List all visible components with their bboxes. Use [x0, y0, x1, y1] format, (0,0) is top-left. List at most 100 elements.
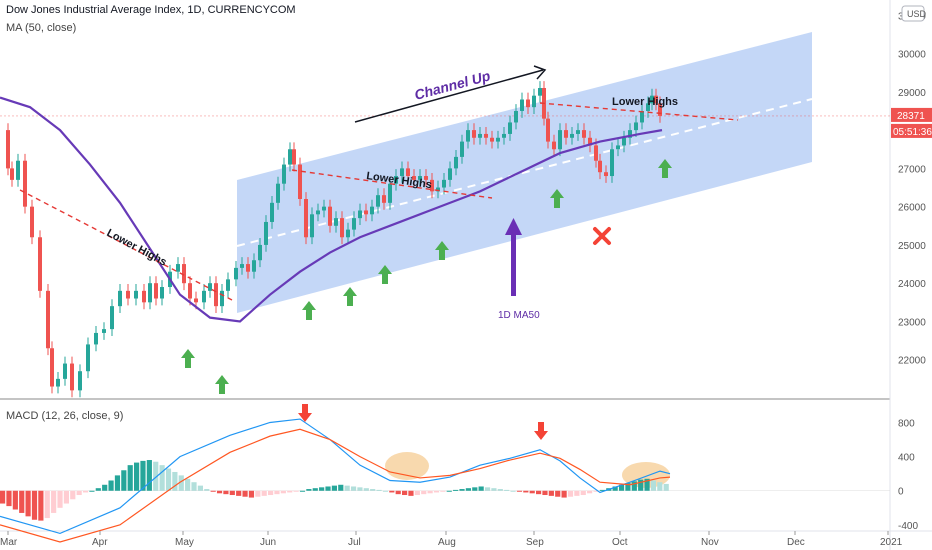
- macd-bar: [465, 488, 471, 491]
- red-x-stroke: [593, 227, 611, 245]
- macd-bar: [484, 487, 491, 491]
- macd-bar: [242, 490, 248, 497]
- macd-bar: [248, 490, 255, 498]
- macd-bar: [51, 490, 57, 513]
- macd-bar: [612, 486, 618, 491]
- time-tick-label: Nov: [701, 537, 719, 548]
- candle-body: [564, 130, 568, 138]
- candle-body: [78, 371, 82, 391]
- macd-bar: [299, 490, 306, 492]
- macd-bar: [280, 490, 286, 494]
- channel-midline: [236, 98, 813, 247]
- macd-bar: [44, 490, 50, 519]
- ma50-arrow: [505, 218, 522, 296]
- candle-body: [646, 103, 650, 111]
- candle-body: [448, 168, 452, 180]
- macd-tick-label: 0: [898, 487, 904, 498]
- candle-body: [340, 218, 344, 238]
- macd-bar: [593, 490, 599, 492]
- candle-body: [56, 378, 60, 387]
- macd-bar: [274, 490, 280, 495]
- currency-badge: [901, 5, 925, 22]
- macd-bar: [638, 479, 644, 491]
- macd-bar: [631, 481, 637, 491]
- candle-body: [538, 88, 542, 96]
- macd-bar: [402, 490, 408, 496]
- macd-bar: [542, 490, 548, 496]
- lower-highs-label: Lower Highs: [612, 96, 678, 108]
- red-x-mark: [593, 227, 611, 245]
- macd-line: [0, 418, 671, 535]
- macd-bar: [191, 482, 197, 491]
- macd-bar: [236, 490, 242, 496]
- macd-tick-label: 800: [898, 418, 915, 429]
- candle-body: [23, 160, 27, 207]
- macd-bar: [580, 490, 586, 496]
- macd-bar: [370, 489, 376, 491]
- candle-body: [252, 260, 256, 272]
- candle-body: [570, 133, 574, 138]
- candle-body: [582, 130, 586, 138]
- macd-bar: [306, 489, 312, 491]
- candle-body: [38, 237, 42, 291]
- macd-bar: [89, 490, 95, 492]
- macd-bar: [57, 490, 63, 508]
- candle-body: [454, 156, 458, 169]
- macd-bar: [140, 460, 146, 491]
- macd-bar: [357, 487, 363, 491]
- candle-body: [496, 137, 500, 142]
- macd-bar: [446, 490, 452, 492]
- candle-body: [460, 141, 464, 157]
- candle-body: [298, 164, 302, 199]
- macd-bar: [548, 490, 554, 496]
- candle-body: [650, 95, 654, 104]
- macd-tick-label: -400: [898, 521, 918, 532]
- macd-bar: [82, 490, 89, 493]
- candle-body: [526, 99, 530, 108]
- macd-bar: [76, 490, 82, 496]
- red-down-arrow: [534, 422, 548, 440]
- price-tick-label: 30000: [898, 50, 926, 61]
- candle-body: [598, 160, 602, 173]
- candle-body: [50, 348, 54, 387]
- time-tick-label: Sep: [526, 537, 544, 548]
- macd-bar: [229, 490, 235, 496]
- candle-body: [322, 206, 326, 211]
- candle-body: [16, 160, 20, 180]
- signal-line: [0, 428, 671, 543]
- candle-body: [6, 130, 10, 169]
- candle-body: [352, 218, 356, 230]
- channel-up-label: Channel Up: [413, 67, 493, 103]
- currency-label: USD: [907, 9, 927, 19]
- candle-body: [436, 187, 440, 192]
- macd-bar: [491, 488, 497, 491]
- macd-bar: [12, 490, 18, 510]
- macd-bar: [287, 490, 293, 493]
- red-down-arrow: [298, 404, 312, 422]
- time-tick-label: 2021: [880, 537, 903, 548]
- macd-bar: [159, 465, 165, 491]
- macd-bar: [185, 478, 191, 491]
- green-up-arrow: [215, 375, 229, 394]
- green-up-arrow: [435, 241, 449, 260]
- green-up-arrow: [302, 301, 316, 320]
- price-tag-value: 28371: [897, 111, 925, 122]
- macd-bar: [0, 490, 6, 504]
- candle-body: [264, 221, 268, 245]
- macd-bar: [178, 475, 184, 491]
- macd-legend: MACD (12, 26, close, 9): [6, 410, 124, 422]
- candle-body: [234, 267, 238, 280]
- macd-bar: [459, 489, 465, 491]
- candle-body: [594, 145, 598, 161]
- macd-bar: [433, 490, 440, 493]
- macd-bar: [497, 489, 503, 491]
- macd-bar: [102, 484, 108, 491]
- green-up-arrow: [343, 287, 357, 306]
- candle-body: [658, 103, 662, 116]
- lower-highs-label: Lower Highs: [105, 227, 169, 269]
- candle-body: [10, 168, 14, 180]
- candle-body: [310, 214, 314, 238]
- candle-body: [148, 283, 152, 303]
- price-tag: [891, 107, 932, 122]
- time-tick-label: Mar: [0, 537, 18, 548]
